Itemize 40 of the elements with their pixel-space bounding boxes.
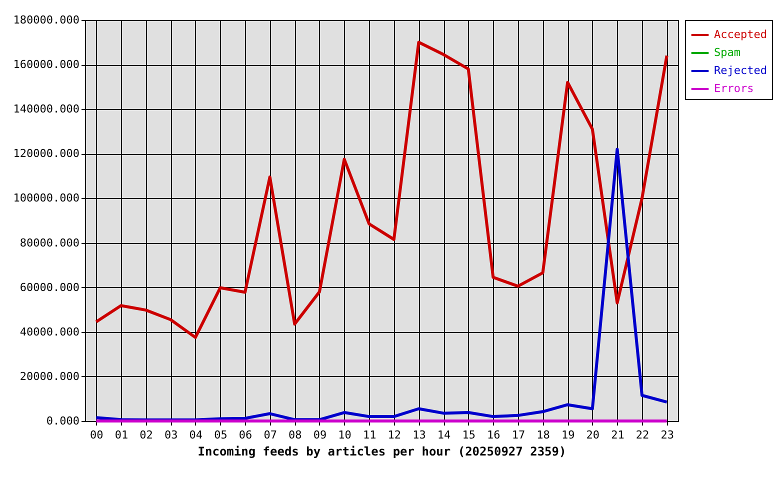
line-series	[94, 40, 668, 339]
x-tick-label: 13	[412, 428, 426, 442]
x-tick-label: 06	[238, 428, 252, 442]
x-tick-label: 07	[264, 428, 277, 442]
y-tick-label: 100000.000	[13, 192, 80, 205]
x-tick-label: 21	[611, 428, 624, 442]
x-tick-label: 03	[164, 428, 178, 442]
y-tick-label: 120000.000	[13, 147, 80, 160]
x-tick-label: 10	[338, 428, 352, 442]
x-tick-label: 20	[586, 428, 600, 442]
x-tick-label: 05	[214, 428, 228, 442]
x-tick-label: 00	[90, 428, 104, 442]
y-tick-label: 160000.000	[13, 58, 80, 72]
legend-label: Errors	[714, 82, 754, 95]
y-tick-label: 60000.000	[20, 280, 80, 294]
y-tick-label: 40000.000	[20, 325, 80, 338]
x-tick-label: 22	[636, 428, 650, 442]
x-tick-label: 09	[313, 428, 327, 442]
y-tick-label: 20000.000	[20, 370, 80, 383]
legend-label: Rejected	[714, 64, 767, 77]
x-tick-label: 01	[114, 428, 128, 442]
x-tick-label: 15	[462, 428, 476, 442]
y-tick-label: 0.000	[46, 414, 80, 428]
y-tick-label: 180000.000	[13, 14, 80, 26]
y-tick-label: 80000.000	[20, 236, 80, 250]
x-tick-label: 19	[561, 428, 575, 442]
legend-label: Accepted	[714, 28, 767, 41]
x-tick-label: 02	[140, 428, 153, 442]
x-tick-label: 11	[362, 428, 376, 442]
x-tick-label: 16	[487, 428, 500, 442]
x-axis-title: Incoming feeds by articles per hour (20250927 2359)	[198, 444, 566, 458]
x-tick-label: 08	[288, 428, 302, 442]
x-tick-label: 14	[437, 428, 452, 442]
x-tick-label: 23	[660, 428, 674, 442]
x-tick-label: 18	[536, 428, 550, 442]
x-tick-label: 04	[189, 428, 203, 442]
y-tick-label: 140000.000	[13, 102, 80, 116]
x-tick-label: 17	[512, 428, 526, 442]
legend-label: Spam	[714, 46, 741, 59]
x-tick-label: 12	[388, 428, 402, 442]
